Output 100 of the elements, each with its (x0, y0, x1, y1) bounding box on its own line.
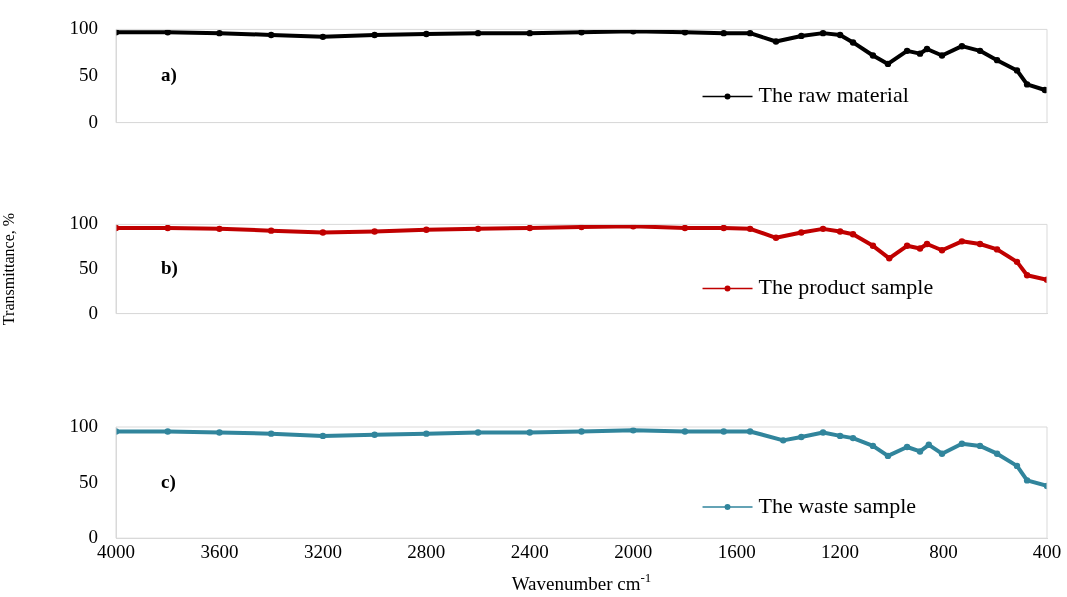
point (681, 428, 689, 435)
point (578, 29, 585, 36)
point (869, 242, 877, 250)
y-tick-label: 50 (79, 63, 98, 85)
x-tick-label: 3600 (200, 540, 239, 562)
point (938, 52, 946, 59)
point (319, 432, 327, 440)
point (526, 29, 533, 37)
point (267, 430, 275, 437)
point (720, 428, 727, 435)
point (474, 225, 482, 233)
point (916, 448, 924, 455)
point (474, 29, 482, 37)
x-tick-label: 3200 (303, 540, 342, 562)
point (958, 440, 966, 447)
point (993, 56, 1001, 64)
point (267, 227, 275, 234)
point (526, 224, 533, 232)
annotation: a) (161, 63, 177, 86)
point (916, 245, 924, 252)
point (630, 224, 637, 230)
point (474, 429, 482, 436)
point (746, 428, 754, 435)
point (578, 428, 585, 435)
x-tick-label: 2000 (614, 540, 653, 562)
point (849, 231, 857, 238)
point (923, 45, 931, 53)
point (869, 52, 877, 59)
point (1023, 81, 1031, 88)
point (836, 432, 844, 440)
point (371, 431, 378, 438)
point (923, 240, 931, 248)
point (903, 242, 911, 250)
legend-label: The product sample (758, 274, 934, 300)
x-tick-label: 800 (929, 540, 958, 562)
point (798, 32, 805, 40)
point (849, 434, 857, 442)
point (886, 255, 893, 262)
point (720, 29, 727, 37)
point (993, 450, 1001, 457)
point (746, 225, 754, 233)
point (423, 430, 430, 437)
point (916, 50, 924, 57)
point (1023, 272, 1031, 279)
point (938, 247, 946, 254)
point (884, 452, 892, 460)
point (958, 238, 966, 245)
point (772, 234, 780, 241)
y-tick-label: 0 (88, 301, 98, 323)
point (267, 31, 275, 39)
x-tick-label: 2400 (510, 540, 549, 562)
y-tick-label: 0 (88, 110, 98, 132)
point (319, 33, 327, 41)
point (216, 429, 223, 436)
legend-label: The raw material (758, 82, 909, 108)
point (938, 450, 946, 457)
point (836, 31, 844, 39)
point (578, 224, 585, 231)
point (1013, 67, 1021, 74)
point (1013, 462, 1021, 470)
point (958, 42, 966, 50)
x-tick-label: 4000 (97, 540, 135, 562)
point (681, 29, 689, 36)
annotation: c) (161, 470, 176, 493)
point (869, 442, 877, 450)
point (903, 443, 911, 451)
annotation: b) (161, 256, 178, 279)
point (216, 29, 223, 37)
x-tick-label: 400 (1032, 540, 1062, 562)
point (836, 228, 844, 235)
y-tick-label: 100 (69, 414, 98, 436)
point (164, 428, 171, 435)
point (819, 29, 827, 37)
point (819, 429, 827, 436)
point (976, 47, 984, 55)
x-tick-label: 1200 (821, 540, 860, 562)
point (1013, 258, 1021, 266)
point (798, 229, 805, 236)
point (164, 224, 171, 232)
point (1023, 477, 1031, 484)
point (371, 228, 378, 235)
point (993, 246, 1001, 253)
point (164, 29, 171, 36)
point (772, 38, 780, 45)
y-tick-label: 100 (69, 212, 98, 234)
point (526, 429, 533, 436)
point (819, 225, 827, 233)
point (780, 437, 787, 444)
point (903, 47, 911, 55)
point (423, 226, 430, 233)
point (319, 229, 327, 236)
point (423, 30, 430, 38)
point (746, 29, 754, 37)
y-axis-title: Transmittance, % (0, 212, 17, 326)
point (798, 433, 805, 441)
point (720, 224, 727, 232)
point (371, 31, 378, 39)
y-tick-label: 50 (79, 256, 98, 278)
point (976, 442, 984, 450)
y-tick-label: 50 (79, 470, 98, 492)
